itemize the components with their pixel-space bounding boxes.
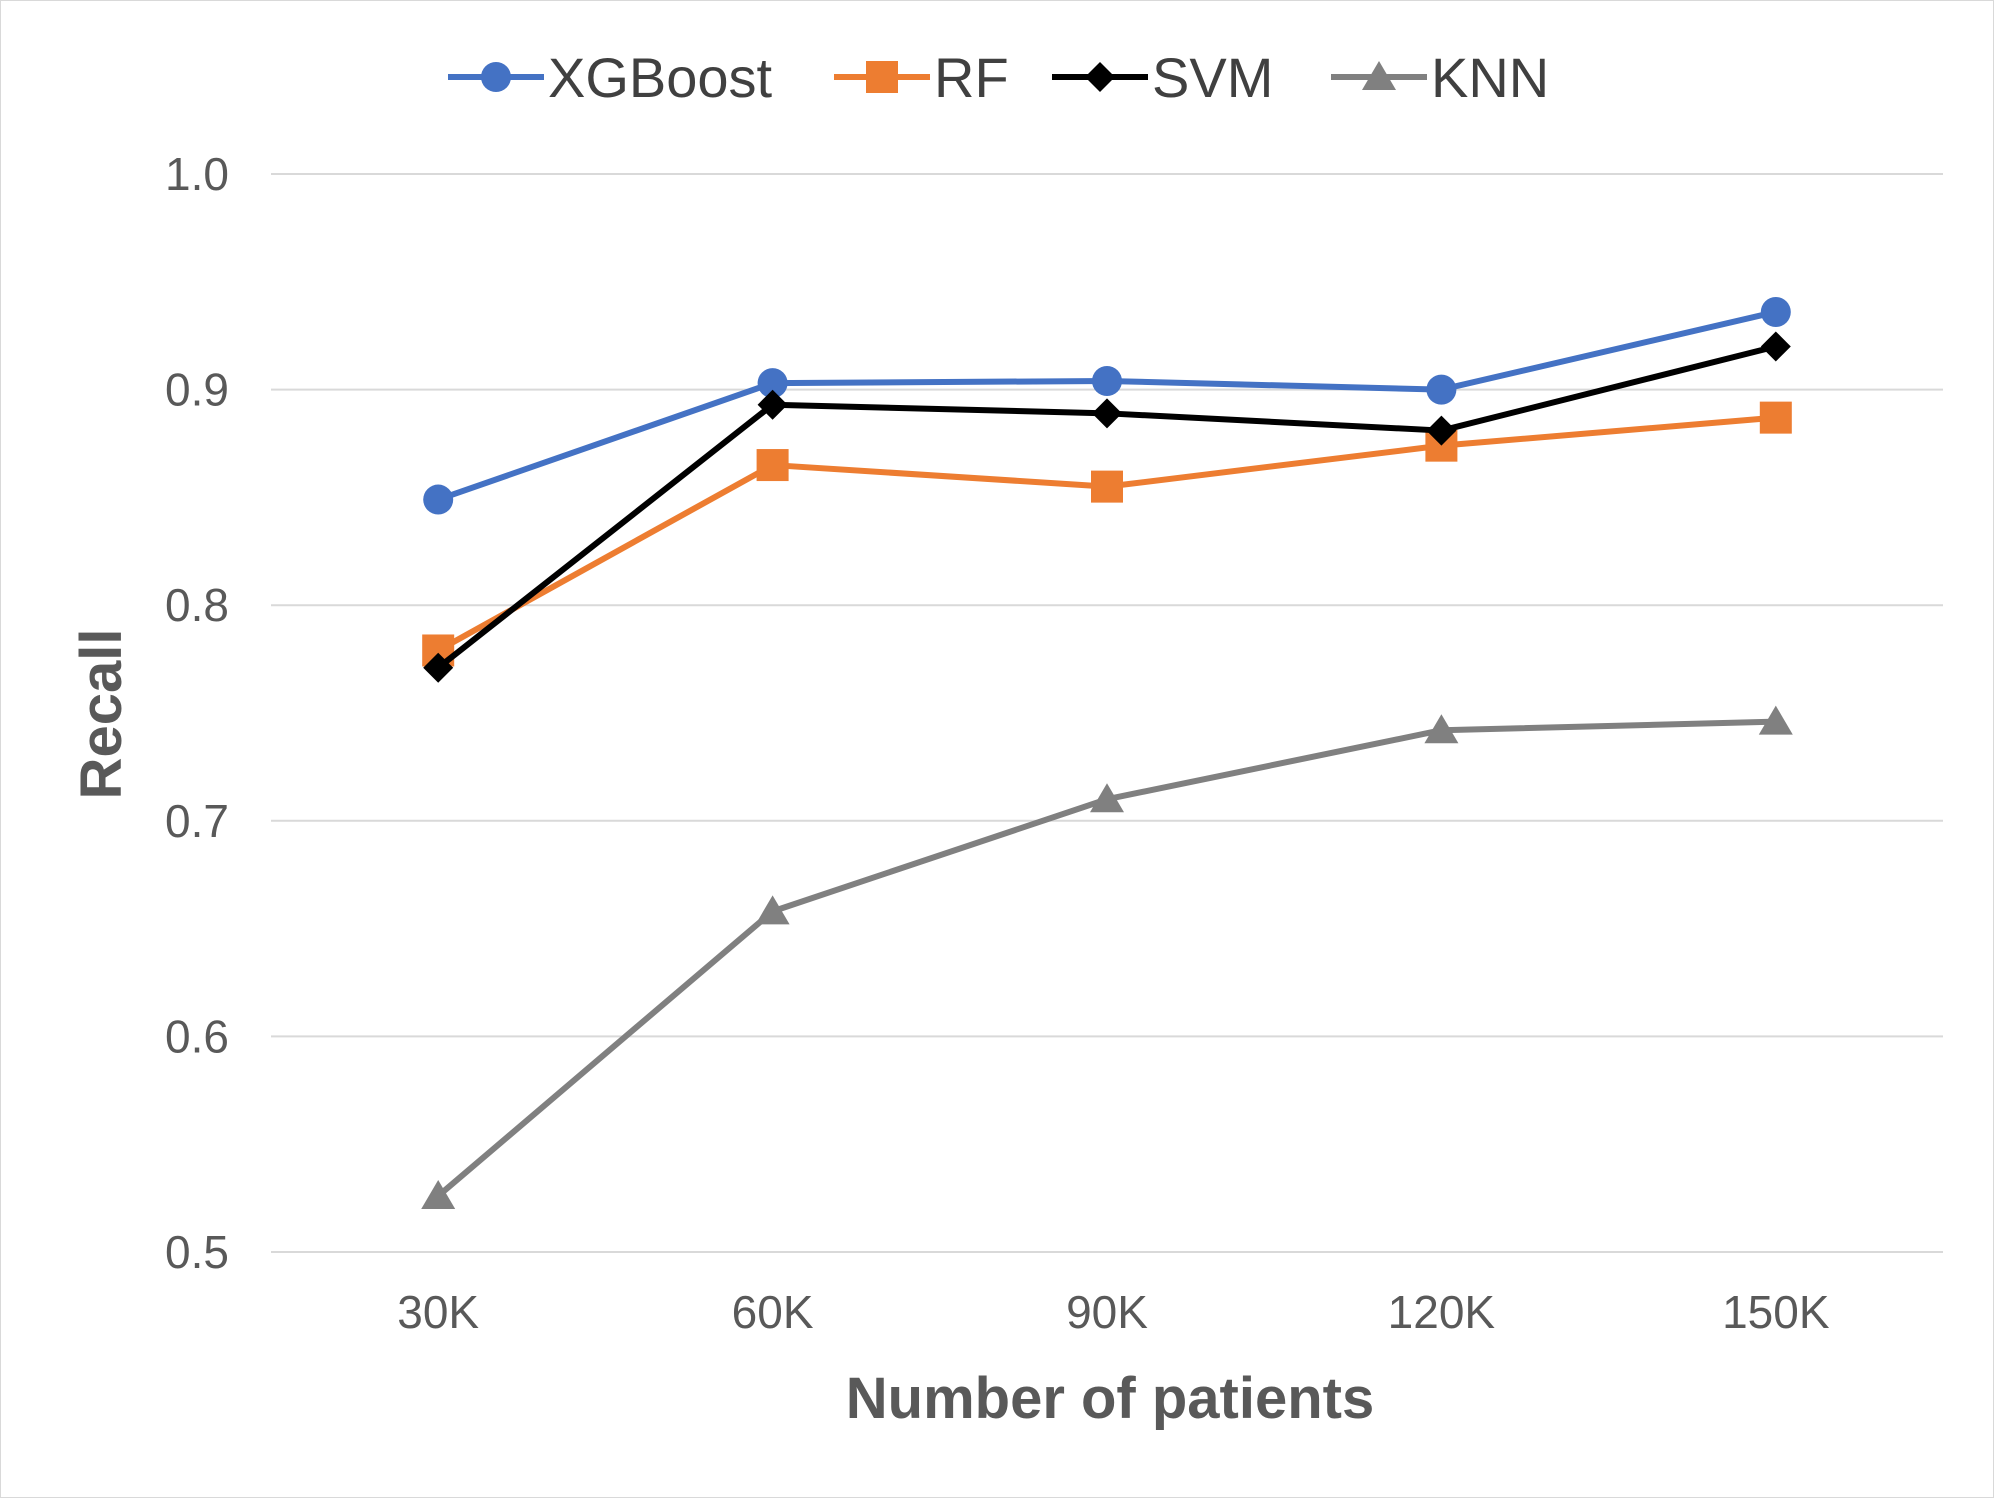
x-tick-label: 150K [1722,1286,1830,1338]
x-tick-label: 120K [1388,1286,1496,1338]
series-lines [421,296,1793,1209]
legend-marker-knn [1362,61,1396,90]
y-tick-label: 0.8 [165,579,229,631]
x-tick-label: 30K [397,1286,479,1338]
series-rf [422,401,1792,667]
data-point-knn [1424,714,1459,744]
y-axis-title: Recall [69,629,134,800]
y-tick-label: 0.9 [165,364,229,416]
data-point-knn [1090,783,1124,813]
data-point-rf [756,449,789,482]
x-tick-label: 60K [732,1286,814,1338]
data-point-xgboost [757,368,788,399]
legend-item-xgboost: XGBoost [448,46,773,109]
data-point-svm [757,389,788,420]
data-point-xgboost [1092,365,1122,396]
data-point-svm [423,652,454,683]
legend-marker-svm [1085,62,1115,92]
legend-marker-xgboost [481,62,511,92]
series-xgboost [423,296,1791,515]
x-axis-ticks: 30K 60K 90K 120K 150K [397,1286,1830,1338]
legend-marker-rf [866,61,898,93]
legend-item-knn: KNN [1331,46,1549,109]
y-tick-label: 1.0 [165,148,229,200]
data-point-knn [1758,705,1793,735]
series-line-rf [436,414,1777,654]
series-knn [421,705,1793,1209]
series-svm [423,331,1791,683]
y-tick-label: 0.5 [165,1226,229,1278]
data-point-svm [1092,398,1122,429]
data-point-rf [1091,470,1123,503]
data-point-xgboost [1426,374,1457,405]
y-tick-label: 0.6 [165,1010,229,1062]
legend-item-rf: RF [834,46,1009,109]
data-point-xgboost [1760,296,1791,327]
data-point-svm [1760,331,1791,362]
data-point-knn [421,1179,456,1209]
legend-label-xgboost: XGBoost [548,46,773,109]
legend: XGBoost RF SVM KNN [448,46,1549,109]
data-point-xgboost [423,484,454,515]
legend-item-svm: SVM [1052,46,1273,109]
y-axis-ticks: 0.5 0.6 0.7 0.8 0.9 1.0 [165,148,229,1278]
x-tick-label: 90K [1066,1286,1148,1338]
data-point-rf [1759,401,1792,434]
y-tick-label: 0.7 [165,795,229,847]
data-point-knn [755,895,790,925]
legend-label-knn: KNN [1431,46,1549,109]
legend-label-rf: RF [934,46,1009,109]
legend-label-svm: SVM [1152,46,1273,109]
x-axis-title: Number of patients [846,1366,1375,1431]
gridlines [271,173,1943,1253]
data-point-svm [1426,415,1457,446]
